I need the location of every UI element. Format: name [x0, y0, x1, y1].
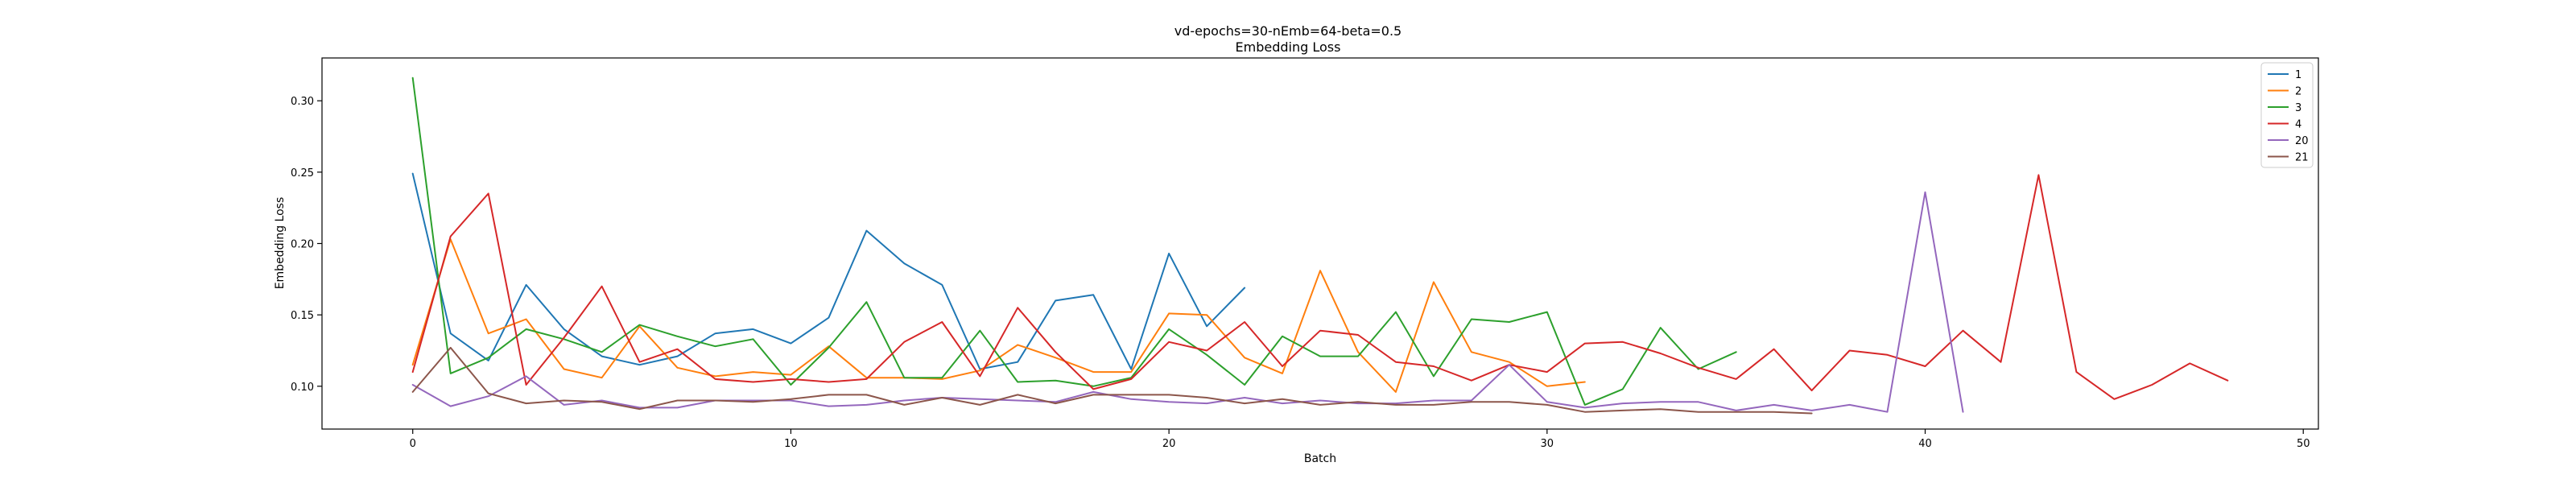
legend-label-4: 4 [2295, 119, 2301, 131]
x-tick-label: 0 [410, 438, 416, 450]
series-line-2 [411, 238, 1586, 393]
series-line-20 [411, 191, 1964, 413]
y-tick-label: 0.20 [291, 239, 314, 251]
series-line-21 [411, 346, 1813, 415]
x-axis-label: Batch [1304, 452, 1336, 465]
legend-label-20: 20 [2295, 135, 2309, 147]
x-tick-label: 50 [2297, 438, 2310, 450]
chart-title: vd-epochs=30-nEmb=64-beta=0.5 [1174, 23, 1402, 39]
plot-frame [321, 57, 2319, 430]
series-line-1 [411, 172, 1246, 370]
x-tick-label: 10 [784, 438, 798, 450]
y-tick-label: 0.10 [291, 382, 314, 394]
legend: 1 2 3 4 20 21 [2260, 62, 2314, 168]
x-tick-label: 40 [1918, 438, 1932, 450]
series-layer [411, 76, 2229, 415]
y-axis-ticks: 0.10 0.15 0.20 0.25 0.30 [291, 96, 322, 394]
legend-label-21: 21 [2295, 152, 2309, 164]
legend-label-1: 1 [2295, 69, 2301, 81]
y-axis-label: Embedding Loss [274, 197, 287, 290]
legend-label-3: 3 [2295, 102, 2301, 114]
series-line-4 [411, 174, 2229, 400]
y-tick-label: 0.25 [291, 167, 314, 180]
x-tick-label: 20 [1162, 438, 1176, 450]
x-axis-ticks: 0 10 20 30 40 50 [410, 429, 2310, 450]
y-tick-label: 0.15 [291, 310, 314, 322]
series-line-3 [411, 76, 1737, 406]
y-tick-label: 0.30 [291, 96, 314, 108]
legend-label-2: 2 [2295, 86, 2301, 98]
chart-subtitle: Embedding Loss [1236, 39, 1341, 55]
x-tick-label: 30 [1541, 438, 1554, 450]
legend-box [2260, 62, 2314, 168]
